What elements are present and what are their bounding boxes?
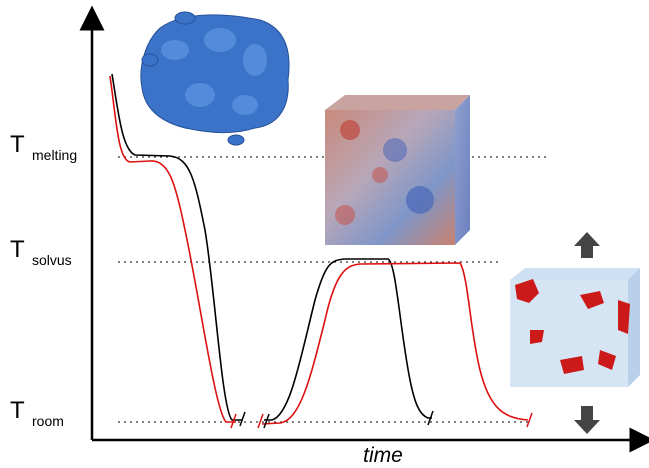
- subscript: room: [32, 413, 64, 429]
- cube-middle: [325, 95, 470, 245]
- melting-label: T melting: [10, 131, 77, 163]
- subscript: melting: [32, 147, 77, 163]
- subscript: solvus: [32, 252, 72, 268]
- red-curve-2: [261, 262, 529, 425]
- blob-highlights: [161, 28, 267, 115]
- x-axis-label: time: [363, 444, 403, 467]
- symbol: T: [10, 236, 25, 263]
- red-curve: [109, 75, 236, 423]
- symbol: T: [10, 397, 25, 424]
- room-label: T room: [10, 397, 64, 429]
- breaks: [230, 410, 533, 429]
- arrow-down: [574, 406, 600, 434]
- black-curve-2: [264, 258, 432, 421]
- black-curve: [111, 73, 242, 421]
- solvus-label: T solvus: [10, 236, 72, 268]
- cube-right: [510, 268, 640, 387]
- symbol: T: [10, 131, 25, 158]
- arrow-up: [574, 232, 600, 258]
